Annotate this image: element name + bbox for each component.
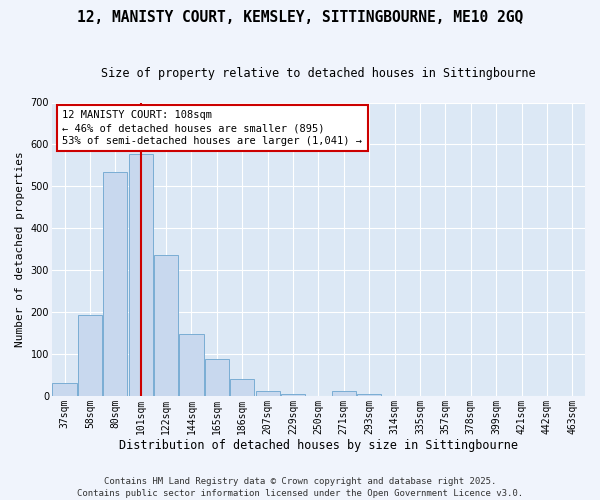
Bar [154, 256, 178, 396]
Bar [256, 391, 280, 396]
Bar [103, 172, 127, 396]
Title: Size of property relative to detached houses in Sittingbourne: Size of property relative to detached ho… [101, 68, 536, 80]
Text: 12 MANISTY COURT: 108sqm
← 46% of detached houses are smaller (895)
53% of semi-: 12 MANISTY COURT: 108sqm ← 46% of detach… [62, 110, 362, 146]
X-axis label: Distribution of detached houses by size in Sittingbourne: Distribution of detached houses by size … [119, 440, 518, 452]
Bar [281, 394, 305, 396]
Text: 12, MANISTY COURT, KEMSLEY, SITTINGBOURNE, ME10 2GQ: 12, MANISTY COURT, KEMSLEY, SITTINGBOURN… [77, 10, 523, 25]
Bar [332, 391, 356, 396]
Text: Contains HM Land Registry data © Crown copyright and database right 2025.
Contai: Contains HM Land Registry data © Crown c… [77, 476, 523, 498]
Bar [230, 379, 254, 396]
Bar [179, 334, 203, 396]
Bar [357, 394, 381, 396]
Y-axis label: Number of detached properties: Number of detached properties [15, 152, 25, 347]
Bar [52, 384, 77, 396]
Bar [205, 359, 229, 396]
Bar [78, 315, 102, 396]
Bar [128, 154, 153, 396]
